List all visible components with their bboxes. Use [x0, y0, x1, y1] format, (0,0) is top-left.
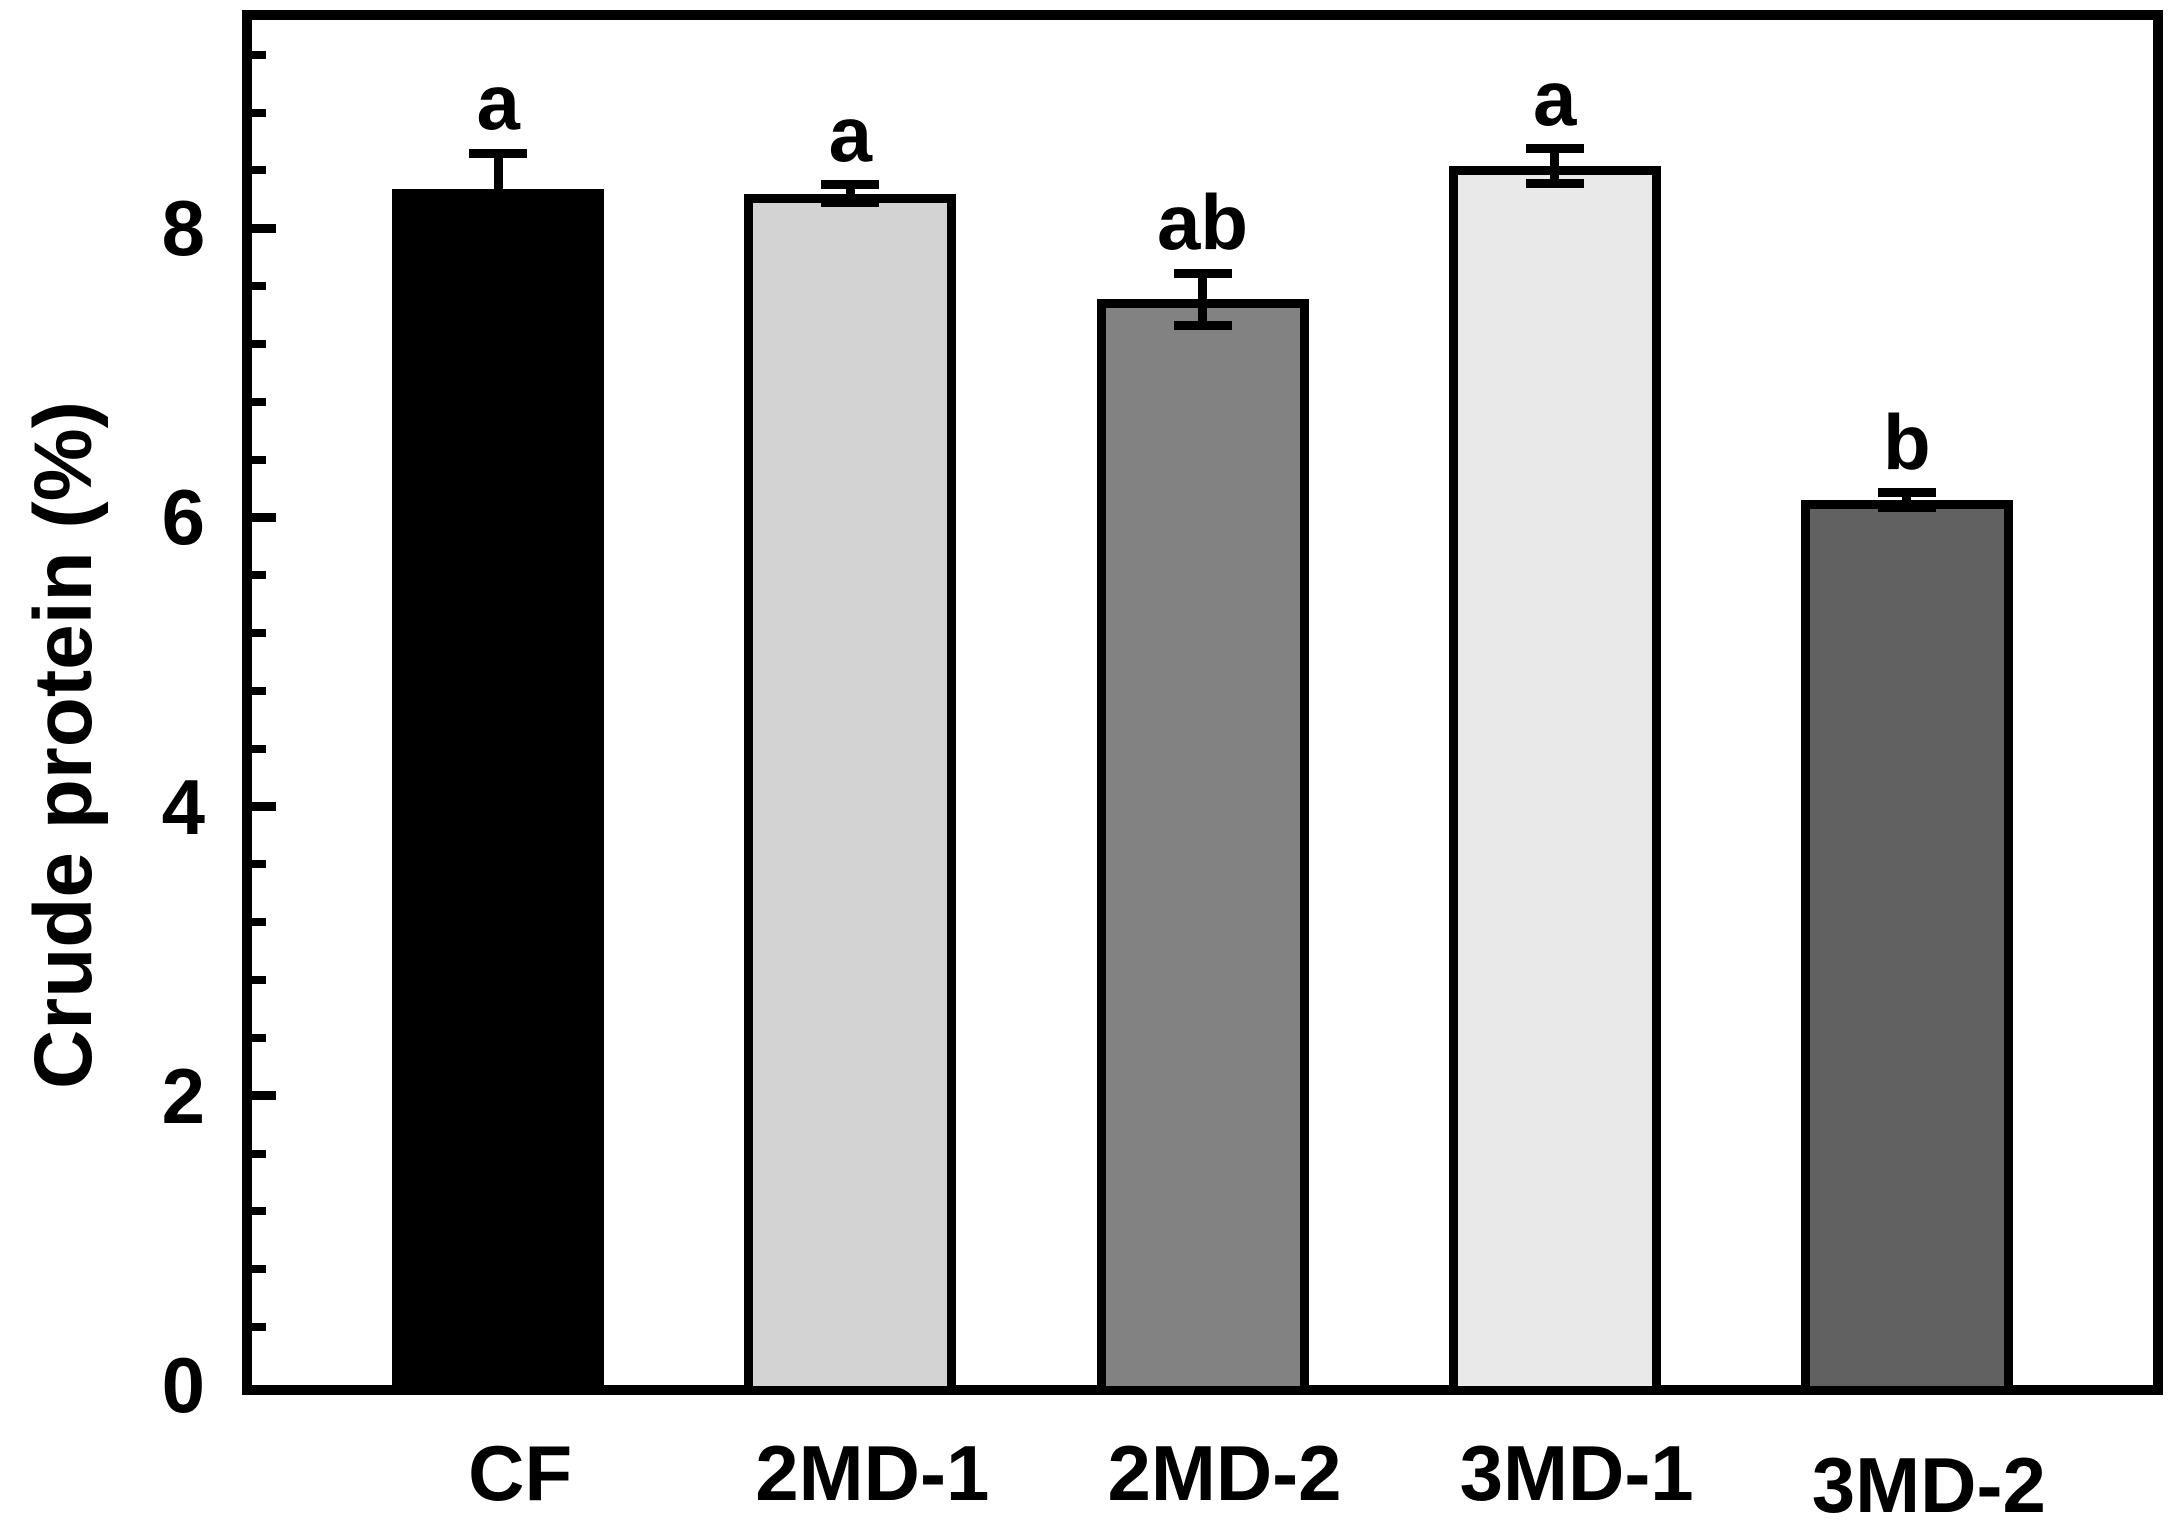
x-tick-label-2md-1: 2MD-1	[755, 1429, 990, 1517]
error-bar-stem	[1198, 273, 1207, 326]
error-bar-cap-top	[821, 180, 880, 190]
x-tick-label-3md-2: 3MD-2	[1811, 1441, 2046, 1529]
error-bar-cap-bottom	[821, 197, 880, 207]
y-minor-tick	[252, 1149, 266, 1158]
y-minor-tick	[252, 1033, 266, 1042]
significance-letter: ab	[1156, 178, 1249, 267]
significance-letter: a	[1532, 53, 1577, 142]
y-minor-tick	[252, 629, 266, 638]
y-minor-tick	[252, 282, 266, 291]
error-bar-stem	[845, 184, 855, 203]
bar-2md-1	[744, 193, 957, 1395]
error-bar-cap-bottom	[1877, 502, 1936, 512]
y-tick-label: 2	[161, 1051, 205, 1140]
y-minor-tick	[252, 976, 266, 985]
y-tick-label: 8	[161, 184, 205, 273]
y-minor-tick	[252, 744, 266, 753]
y-tick-label: 0	[161, 1341, 205, 1429]
error-bar-cap-top	[1173, 268, 1232, 278]
y-major-tick	[252, 1091, 276, 1101]
y-tick-label: 4	[161, 762, 205, 851]
y-tick-label: 6	[161, 473, 205, 562]
x-tick-label-2md-2: 2MD-2	[1107, 1429, 1342, 1517]
error-bar-cap-bottom	[1525, 178, 1584, 188]
x-tick-label-cf: CF	[468, 1429, 573, 1517]
error-bar-stem	[1902, 492, 1912, 508]
error-bar-cap-top	[469, 148, 528, 158]
y-minor-tick	[252, 918, 266, 927]
y-minor-tick	[252, 166, 266, 175]
y-minor-tick	[252, 860, 266, 869]
error-bar-stem	[1550, 148, 1560, 184]
bar-3md-1	[1448, 166, 1661, 1395]
significance-letter: a	[476, 58, 520, 147]
error-bar-cap-bottom	[469, 220, 528, 230]
error-bar-cap-top	[1877, 488, 1936, 498]
y-minor-tick	[252, 1265, 266, 1274]
y-minor-tick	[252, 686, 266, 695]
bar-3md-2	[1800, 500, 2013, 1395]
y-minor-tick	[252, 455, 266, 464]
y-major-tick	[252, 512, 276, 522]
significance-letter: a	[828, 89, 873, 178]
x-tick-label-3md-1: 3MD-1	[1459, 1429, 1694, 1517]
error-bar-stem	[493, 153, 503, 226]
y-minor-tick	[252, 108, 266, 117]
y-minor-tick	[252, 1323, 266, 1332]
bar-2md-2	[1096, 299, 1309, 1395]
error-bar-cap-bottom	[1173, 320, 1232, 330]
y-major-tick	[252, 223, 276, 233]
y-minor-tick	[252, 50, 266, 59]
y-axis-title-box: Crude protein (%)	[14, 85, 114, 1405]
error-bar-cap-top	[1525, 144, 1584, 154]
bar-cf	[392, 189, 605, 1395]
y-major-tick	[252, 802, 276, 812]
y-minor-tick	[252, 339, 266, 348]
significance-letter: b	[1883, 397, 1931, 486]
y-minor-tick	[252, 571, 266, 580]
y-minor-tick	[252, 397, 266, 406]
y-minor-tick	[252, 1207, 266, 1216]
